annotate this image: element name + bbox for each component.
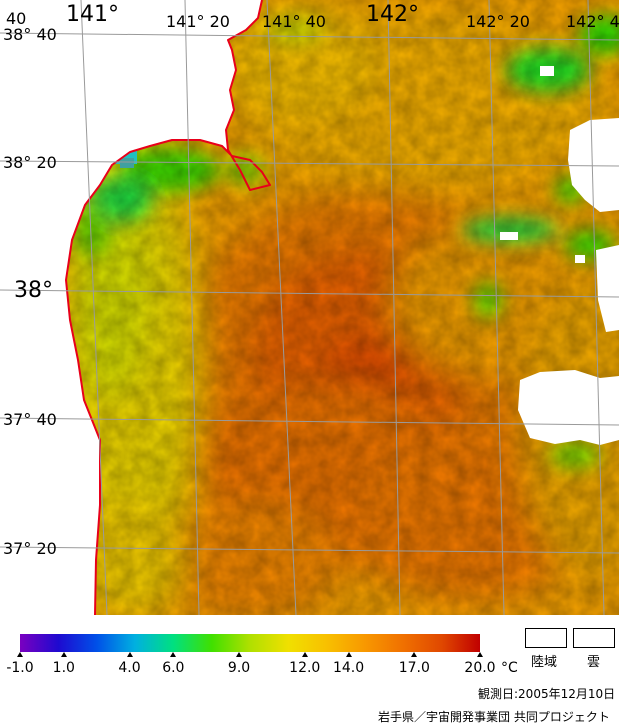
longitude-label: 141° 40 <box>262 12 326 31</box>
latitude-label: 37° 40 <box>3 410 57 429</box>
colorbar-tick-label: 4.0 <box>118 660 141 676</box>
unit-label: °C <box>501 660 518 676</box>
latitude-label: 38° <box>14 278 53 303</box>
latitude-label: 38° 40 <box>3 25 57 44</box>
colorbar-tick-label: 12.0 <box>289 660 321 676</box>
longitude-label: 142° <box>366 2 419 27</box>
colorbar-tick-label: 20.0 <box>464 660 496 676</box>
land-legend-label: 陸域 <box>531 655 558 670</box>
sst-field <box>66 0 619 615</box>
cloud-area <box>540 66 554 76</box>
colorbar-tick-label: 6.0 <box>162 660 185 676</box>
colorbar-tick-mark <box>170 652 177 657</box>
graticule <box>0 0 619 615</box>
colorbar-tick-label: -1.0 <box>6 660 34 676</box>
land-legend-swatch <box>525 628 567 648</box>
cloud-area <box>568 118 619 212</box>
colorbar-tick-mark <box>477 652 483 657</box>
colorbar-tick-label: 14.0 <box>332 660 365 676</box>
cloud-area <box>500 232 518 240</box>
colorbar-tick-mark <box>126 652 133 657</box>
colorbar-tick-label: 17.0 <box>398 660 430 676</box>
cloud-area <box>575 255 585 263</box>
observation-date: 観測日:2005年12月10日 <box>478 687 616 701</box>
colorbar-tick-mark <box>411 652 418 657</box>
cloud-area <box>578 172 586 180</box>
credit-text: 岩手県／宇宙開発事業団 共同プロジェクト <box>378 710 610 724</box>
colorbar-tick-mark <box>60 652 67 657</box>
colorbar-tick-mark <box>236 652 243 657</box>
sea-surface-temperature-map <box>0 0 619 615</box>
cloud-legend-swatch <box>573 628 615 648</box>
longitude-label: 142° 4 <box>566 12 619 31</box>
longitude-label: 142° 20 <box>466 12 530 31</box>
longitude-label: 141° <box>66 2 119 27</box>
longitude-label: 40 <box>6 9 27 28</box>
cloud-legend-label: 雲 <box>587 655 601 670</box>
temperature-colorbar <box>20 634 480 652</box>
latitude-label: 37° 20 <box>3 539 57 558</box>
latitude-label: 38° 20 <box>3 153 57 172</box>
cloud-area <box>596 245 619 332</box>
colorbar-tick-mark <box>17 652 23 657</box>
longitude-label: 141° 20 <box>166 12 230 31</box>
colorbar-tick-label: 9.0 <box>227 660 251 676</box>
colorbar-tick-mark <box>301 652 308 657</box>
colorbar-tick-mark <box>345 652 352 657</box>
coastline <box>65 0 271 615</box>
cloud-area <box>518 370 619 445</box>
colorbar-tick-label: 1.0 <box>52 660 75 676</box>
